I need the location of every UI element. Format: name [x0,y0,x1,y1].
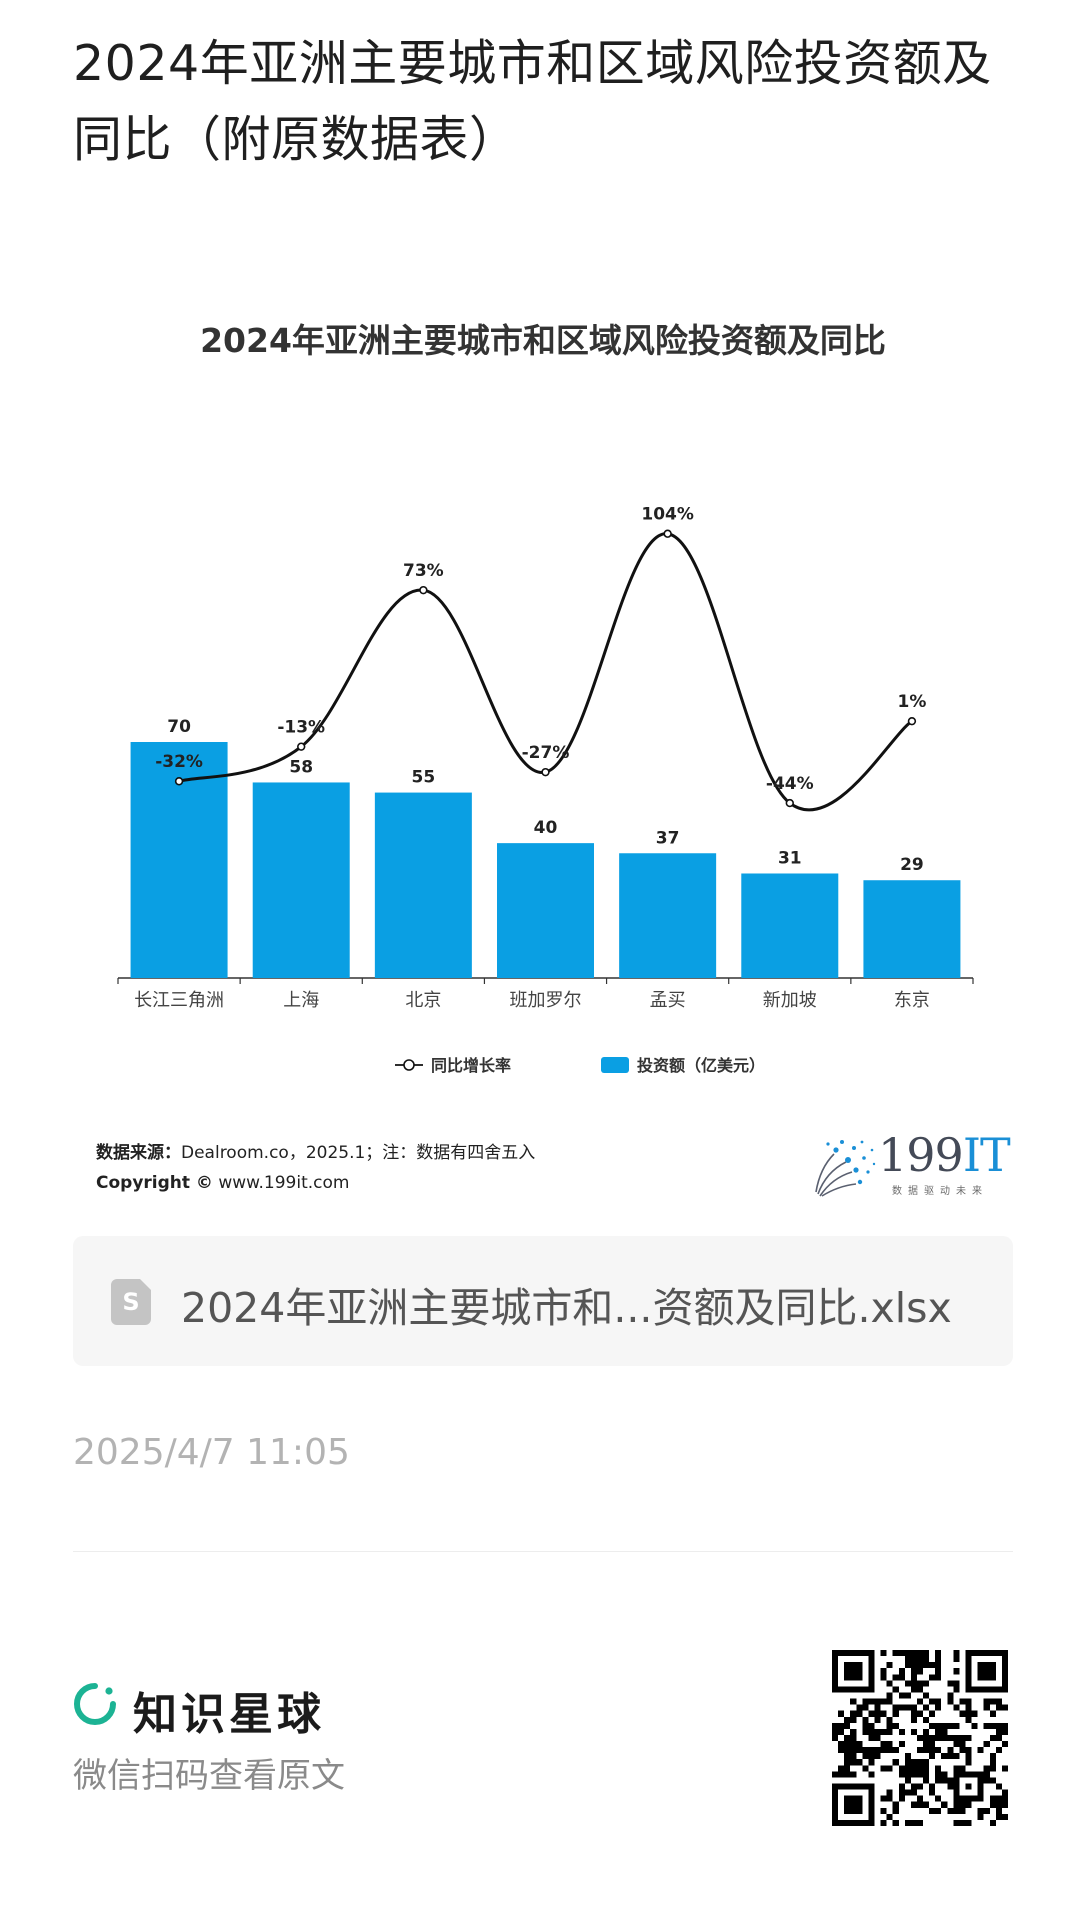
legend-line-label: 同比增长率 [431,1056,511,1075]
source-block: 数据来源：Dealroom.co，2025.1；注：数据有四舍五入 Copyri… [96,1138,535,1198]
zsxq-app-name: 知识星球 [133,1689,325,1740]
line-point [419,585,428,595]
line-point [907,716,917,726]
x-tick-label: 新加坡 [763,990,817,1011]
x-tick-label: 北京 [405,990,441,1011]
attachment-filename[interactable]: 2024年亚洲主要城市和...资额及同比.xlsx [181,1284,952,1332]
bar-value-label: 37 [656,828,680,848]
line-point [541,767,550,777]
line-point [174,777,184,786]
post-title: 2024年亚洲主要城市和区域风险投资额及同比（附原数据表） [73,35,992,168]
bar-value-label: 70 [167,717,191,737]
line-value-label: 73% [403,561,444,581]
brand-slogan: 数据驱动未来 [892,1186,988,1197]
combo-chart: 70 长江三角洲 58 上海 55 北京 40 班加罗尔 37 孟买 31 新加坡 29 东京 -32% -1… [117,505,974,1075]
bar-value-label: 58 [289,757,313,777]
line-value-label: 104% [641,505,694,525]
source-text: Dealroom.co，2025.1；注：数据有四舍五入 [181,1143,536,1163]
line-point [663,529,672,538]
bar-value-label: 55 [412,768,436,788]
divider [73,1551,1013,1552]
brand-logo: 199IT 数据驱动未来 [812,1128,1011,1200]
line-value-label: -13% [277,718,325,738]
bar-value-label: 31 [778,848,802,868]
x-tick-label: 上海 [283,990,319,1011]
line-value-label: 1% [897,692,926,712]
copyright-label: Copyright © [96,1173,213,1193]
x-tick-label: 东京 [894,990,930,1011]
x-tick-label: 班加罗尔 [510,990,582,1011]
scan-hint: 微信扫码查看原文 [73,1756,345,1796]
bar [741,873,839,978]
dandelion-icon [815,1140,876,1197]
line-value-label: -27% [522,743,570,763]
spreadsheet-file-icon: S [111,1279,151,1325]
zsxq-ring-icon [74,1683,116,1725]
line-point [785,798,794,808]
copyright-site: www.199it.com [218,1173,350,1193]
bar [252,782,350,978]
line-value-label: -32% [155,752,203,772]
qr-code-icon[interactable] [832,1650,1008,1826]
brand-wordmark: 199IT [878,1128,1011,1182]
bar [619,853,717,978]
chart-card: 2024年亚洲主要城市和区域风险投资额及同比 70 长江三角洲 58 上海 55 北京 40… [73,290,1013,1200]
attachment-card[interactable]: S 2024年亚洲主要城市和...资额及同比.xlsx [73,1236,1013,1366]
x-tick-label: 孟买 [650,990,686,1011]
line-point [297,742,306,751]
legend-bar-label: 投资额（亿美元） [637,1056,765,1075]
bar [374,792,472,978]
post-timestamp: 2025/4/7 11:05 [73,1432,350,1473]
chart-title: 2024年亚洲主要城市和区域风险投资额及同比 [200,321,886,360]
source-label: 数据来源： [96,1143,181,1163]
x-tick-label: 长江三角洲 [134,990,224,1011]
bar [863,880,961,978]
bar-value-label: 29 [900,855,924,875]
legend-bar-swatch [601,1057,629,1073]
legend-line-marker [403,1059,415,1071]
bar-value-label: 40 [534,818,558,838]
line-value-label: -44% [766,774,814,794]
bar [497,843,594,978]
